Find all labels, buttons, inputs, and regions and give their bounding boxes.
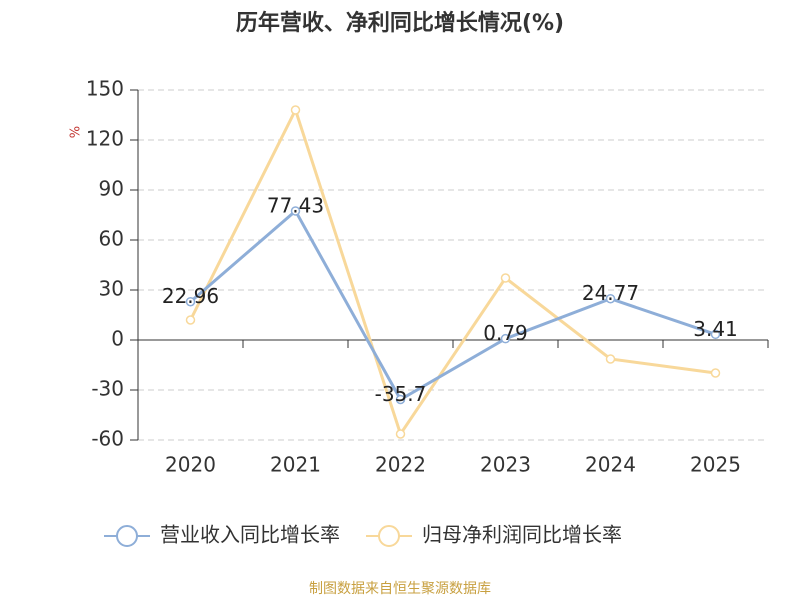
series-line bbox=[189, 106, 716, 438]
data-point bbox=[605, 354, 616, 364]
x-tick-label: 2025 bbox=[690, 453, 741, 477]
source-note: 制图数据来自恒生聚源数据库 bbox=[309, 581, 491, 597]
legend-marker bbox=[378, 525, 400, 547]
legend-label: 归母净利润同比增长率 bbox=[422, 523, 622, 547]
x-tick-label: 2023 bbox=[480, 453, 531, 477]
y-tick-label: 30 bbox=[99, 277, 124, 301]
data-point bbox=[500, 273, 511, 283]
x-tick-label: 2021 bbox=[270, 453, 321, 477]
chart-title: 历年营收、净利同比增长情况(%) bbox=[236, 10, 564, 36]
data-label: 3.41 bbox=[693, 317, 738, 341]
data-point bbox=[500, 333, 511, 344]
data-point bbox=[290, 206, 301, 216]
data-point bbox=[605, 293, 616, 304]
data-label: 0.79 bbox=[483, 321, 528, 345]
data-label: 77.43 bbox=[267, 193, 324, 217]
series-line bbox=[189, 208, 716, 402]
data-point bbox=[710, 329, 721, 340]
data-label: -35.7 bbox=[375, 382, 427, 406]
y-tick-label: 0 bbox=[111, 327, 124, 351]
x-tick-label: 2024 bbox=[585, 453, 636, 477]
legend-label: 营业收入同比增长率 bbox=[160, 523, 340, 547]
y-axis-label: % bbox=[69, 126, 84, 138]
data-label: 22.96 bbox=[162, 284, 219, 308]
y-tick-label: 120 bbox=[86, 127, 124, 151]
data-label: 24.77 bbox=[582, 281, 639, 305]
y-tick-label: 60 bbox=[99, 227, 124, 251]
data-point bbox=[185, 296, 196, 307]
data-point bbox=[185, 315, 196, 325]
y-tick-label: -30 bbox=[91, 377, 124, 401]
y-tick-label: 150 bbox=[86, 77, 124, 101]
data-point bbox=[395, 394, 406, 405]
x-tick-label: 2022 bbox=[375, 453, 426, 477]
y-tick-label: -60 bbox=[91, 427, 124, 451]
data-point bbox=[290, 105, 301, 115]
data-point bbox=[710, 368, 721, 378]
data-point bbox=[395, 429, 406, 439]
legend-marker bbox=[116, 525, 138, 547]
x-tick-label: 2020 bbox=[165, 453, 216, 477]
y-tick-label: 90 bbox=[99, 177, 124, 201]
